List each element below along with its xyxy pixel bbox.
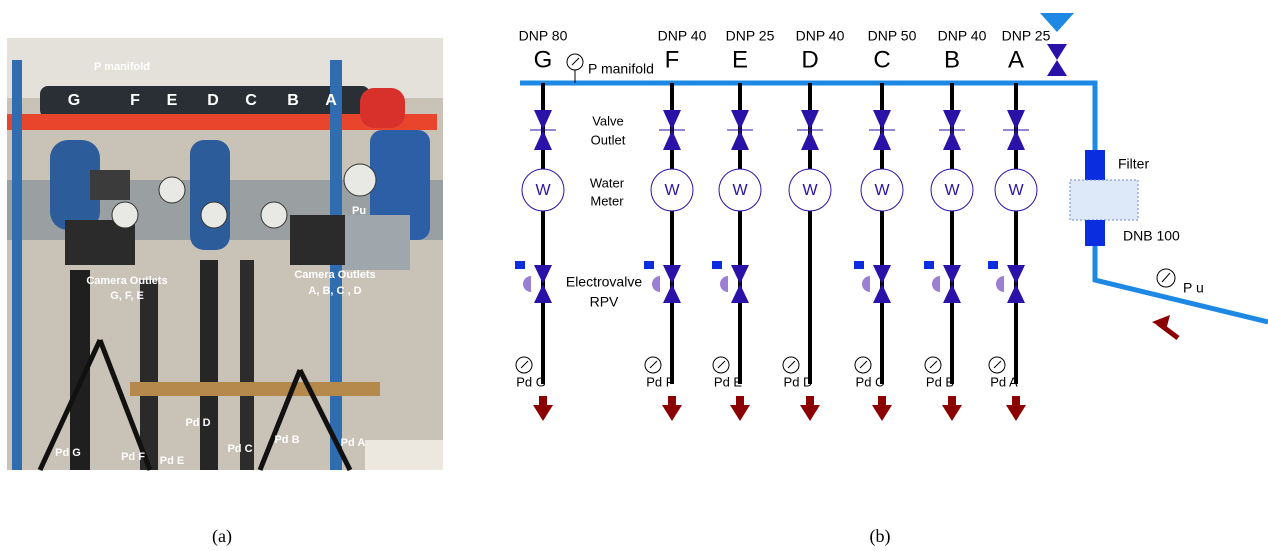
figure: P manifold Pu Camera Outlets G, F, E Cam… <box>0 0 1268 551</box>
caption: (a) <box>212 526 232 547</box>
actuator-dome <box>862 276 870 292</box>
electrovalve-label: Electrovalve <box>566 274 642 290</box>
meter-symbol: W <box>874 182 890 199</box>
pd-label: Pd G <box>516 374 546 389</box>
actuator <box>988 261 998 269</box>
pu-label: Pu <box>352 205 366 217</box>
electrovalve <box>873 265 891 303</box>
pipe-letter: G <box>68 92 80 109</box>
column-letter: D <box>801 46 818 73</box>
column-letter: E <box>732 46 748 73</box>
pd-label: Pd F <box>121 451 145 463</box>
p-manifold-label: P manifold <box>588 61 654 77</box>
camera-label: G, F, E <box>110 290 144 302</box>
pd-label: Pd B <box>274 434 299 446</box>
filter-label: Filter <box>1118 156 1149 172</box>
pd-label: Pd D <box>185 417 210 429</box>
outflow-arrow <box>730 396 750 421</box>
dnp-label: DNP 40 <box>796 28 845 44</box>
camera-label: Camera Outlets <box>294 269 375 281</box>
actuator <box>924 261 934 269</box>
pipe-letter: E <box>167 92 178 109</box>
pd-label: Pd C <box>856 374 885 389</box>
pd-label: Pd G <box>55 447 81 459</box>
pd-label: Pd E <box>160 455 184 467</box>
electrovalve <box>943 265 961 303</box>
pd-label: Pd E <box>714 374 743 389</box>
meter-label: Meter <box>590 193 624 208</box>
dnp-label: DNP 25 <box>726 28 775 44</box>
pd-label: Pd F <box>646 374 674 389</box>
actuator <box>644 261 654 269</box>
dnp-label: DNP 40 <box>658 28 707 44</box>
electrovalve-label: RPV <box>590 294 619 310</box>
actuator <box>712 261 722 269</box>
pipe-letter: F <box>130 92 140 109</box>
meter-symbol: W <box>944 182 960 199</box>
actuator-dome <box>720 276 728 292</box>
pd-label: Pd A <box>990 374 1018 389</box>
actuator-dome <box>932 276 940 292</box>
dnp-label: DNP 50 <box>868 28 917 44</box>
column-letter: A <box>1008 46 1024 73</box>
outflow-arrow <box>800 396 820 421</box>
column-letter: B <box>944 46 960 73</box>
dnp-label: DNP 40 <box>938 28 987 44</box>
valve-label: Outlet <box>591 132 626 147</box>
actuator-dome <box>652 276 660 292</box>
outflow-arrow <box>533 396 553 421</box>
pipe-letter: C <box>245 92 257 109</box>
electrovalve <box>731 265 749 303</box>
camera-label: Camera Outlets <box>86 275 167 287</box>
outflow-arrow <box>662 396 682 421</box>
meter-symbol: W <box>1008 182 1024 199</box>
actuator <box>854 261 864 269</box>
pipe-letter: B <box>287 92 299 109</box>
caption: (b) <box>870 526 891 547</box>
pd-label: Pd A <box>341 437 366 449</box>
valve-label: Valve <box>592 113 624 128</box>
column-letter: F <box>665 46 680 73</box>
meter-symbol: W <box>732 182 748 199</box>
electrovalve <box>534 265 552 303</box>
meter-symbol: W <box>535 182 551 199</box>
pipe-letter: A <box>325 92 337 109</box>
dnb-label: DNB 100 <box>1123 228 1180 244</box>
column-letter: G <box>534 46 553 73</box>
actuator <box>515 261 525 269</box>
column-letter: C <box>873 46 890 73</box>
pd-label: Pd C <box>227 443 252 455</box>
meter-label: Water <box>590 175 625 190</box>
electrovalve <box>663 265 681 303</box>
meter-symbol: W <box>664 182 680 199</box>
dnp-label: DNP 25 <box>1002 28 1051 44</box>
actuator-dome <box>996 276 1004 292</box>
pd-label: Pd B <box>926 374 954 389</box>
dnp-label: DNP 80 <box>519 28 568 44</box>
outflow-arrow <box>1006 396 1026 421</box>
pd-label: Pd D <box>784 374 813 389</box>
p-manifold-label: P manifold <box>94 61 150 73</box>
camera-label: A, B, C , D <box>308 285 361 297</box>
meter-symbol: W <box>802 182 818 199</box>
outflow-arrow <box>942 396 962 421</box>
outflow-arrow <box>872 396 892 421</box>
pu-label: P u <box>1183 280 1204 296</box>
pipe-letter: D <box>207 92 219 109</box>
actuator-dome <box>523 276 531 292</box>
electrovalve <box>1007 265 1025 303</box>
